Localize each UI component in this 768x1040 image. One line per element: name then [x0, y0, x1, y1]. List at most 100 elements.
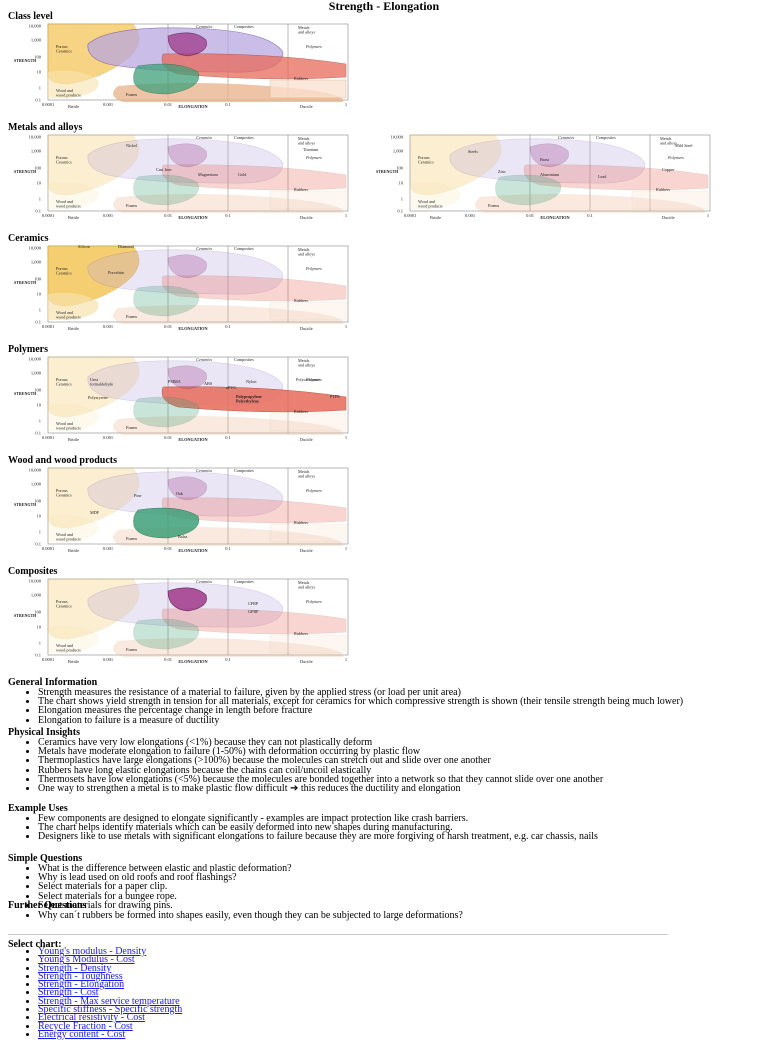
label-line: 0.01 — [164, 324, 172, 329]
region-porous — [48, 403, 99, 431]
label-ceramics: Ceramics — [196, 468, 212, 473]
y-tick-label: 10,000 — [29, 579, 42, 585]
label-line: Porous — [56, 155, 68, 160]
label-line: Urea — [90, 377, 98, 382]
label-rubbers: Rubbers — [294, 187, 308, 192]
label-line: Polymers — [667, 155, 684, 160]
y-tick-label: 0.1 — [35, 320, 41, 325]
chart-link[interactable]: Young's Modulus - Cost — [38, 954, 135, 966]
label-line: 0.1 — [225, 213, 231, 218]
label-porous: Porous Ceramics — [56, 266, 72, 276]
chart-link[interactable]: Specific stiffness - Specific strength — [38, 1004, 183, 1016]
x-tick-label: 0.001 — [103, 546, 113, 551]
label-line: 0.0001 — [42, 657, 54, 662]
label-line: 10 — [37, 70, 42, 75]
chart-ceramics: 10,000 1,000 100 10 1 0.1 STRENGTH Porous Cerami… — [8, 244, 353, 330]
y-tick-label: 1 — [39, 197, 41, 202]
chart-link[interactable]: Energy content - Cost — [38, 1028, 126, 1040]
label-wood: Wood and wood products — [56, 88, 81, 98]
label-line: 10,000 — [391, 135, 404, 141]
y-tick-label: 1 — [39, 308, 41, 313]
label-line: Porous — [56, 599, 68, 604]
y-tick-label: 1,000 — [31, 38, 42, 44]
region-metals — [87, 138, 284, 184]
label-line: ELONGATION — [178, 437, 208, 441]
label-line: Cast Iron — [156, 167, 172, 172]
plot-frame — [409, 134, 711, 212]
region-metals — [87, 249, 284, 295]
label-line: STRENGTH — [14, 391, 37, 396]
y-tick-label: 10,000 — [29, 24, 42, 30]
label-polymers: Polymers — [305, 266, 322, 271]
label-line: 0.1 — [35, 98, 41, 103]
label-line: wood products — [56, 426, 81, 431]
label-line: CFRP — [248, 601, 259, 606]
chart-link[interactable]: Strength - Density — [38, 962, 112, 974]
chart-link-item: Young's modulus - Density — [38, 946, 182, 957]
label-line: Ceramics — [196, 135, 212, 140]
label-line: Foams — [126, 425, 138, 430]
label-line: ELONGATION — [178, 104, 208, 108]
label-line: 100 — [34, 499, 42, 504]
y-tick-label: 1,000 — [393, 149, 404, 155]
label-line: Metals — [298, 247, 310, 252]
general-heading: General Information — [8, 677, 98, 688]
region-metals — [87, 471, 284, 517]
y-tick-label: 100 — [34, 55, 42, 60]
label-ductile: Ductile — [300, 326, 313, 330]
label-line: 1 — [401, 197, 403, 202]
label-line: 0.0001 — [42, 435, 54, 440]
label-line: 0.0001 — [42, 213, 54, 218]
label-ductile: Ductile — [662, 215, 675, 219]
chart-link[interactable]: Strength - Elongation — [38, 979, 125, 991]
region-porous — [48, 70, 99, 98]
section-heading-composites: Composites — [8, 566, 58, 577]
bullet-item: The chart helps identify materials which… — [38, 823, 768, 833]
label-foams: Foams — [126, 536, 138, 541]
region-ceramics — [47, 578, 140, 640]
label-line: Ceramics — [418, 160, 434, 165]
chart-link[interactable]: Strength - Cost — [38, 987, 99, 999]
y-tick-label: 100 — [34, 388, 42, 393]
y-tick-label: 1,000 — [31, 149, 42, 155]
y-tick-label: 10 — [37, 514, 42, 519]
label-line: uPVC — [226, 385, 236, 390]
chart-link[interactable]: Strength - Max service temperature — [38, 995, 180, 1007]
label-line: Porous — [56, 488, 68, 493]
region-wood — [133, 618, 200, 650]
label-line: 10,000 — [29, 24, 42, 30]
label-line: Ductile — [300, 659, 313, 663]
bullet-item: Thermoplastics have large elongations (>… — [38, 756, 768, 766]
region-rubbers — [269, 79, 347, 99]
label-line: 0.1 — [225, 435, 231, 440]
y-tick-label: 0.1 — [35, 653, 41, 658]
label-line: Rubbers — [294, 409, 308, 414]
chart-link[interactable]: Strength - Toughness — [38, 970, 123, 982]
label-line: ELONGATION — [178, 326, 208, 330]
region-porous — [48, 292, 99, 320]
general-list: Strength measures the resistance of a ma… — [18, 687, 768, 725]
y-tick-label: 0.1 — [35, 542, 41, 547]
label-line: Ductile — [300, 326, 313, 330]
x-tick-label: 0.0001 — [42, 546, 54, 551]
x-tick-label: 0.001 — [103, 102, 113, 107]
chart-link[interactable]: Young's modulus - Density — [38, 946, 147, 957]
label-polymers: Polymers — [667, 155, 684, 160]
chart-link[interactable]: Electrical resistivity - Cost — [38, 1012, 145, 1024]
x-tick-label: 0.01 — [164, 324, 172, 329]
chart-link-item: Energy content - Cost — [38, 1028, 182, 1040]
chart-link-item: Specific stiffness - Specific strength — [38, 1004, 183, 1016]
x-tick-label: 0.01 — [164, 213, 172, 218]
label-line: Polyethylene — [236, 399, 259, 404]
label-wood: Wood and wood products — [418, 199, 443, 209]
label-line: Mild Steel — [675, 143, 693, 148]
label-line: Ductile — [300, 548, 313, 552]
label-line: 1,000 — [31, 38, 42, 44]
label-line: 0.1 — [225, 102, 231, 107]
label-line: Ceramics — [56, 160, 72, 165]
label-line: Metals — [298, 136, 310, 141]
plot-frame — [47, 467, 349, 545]
x-tick-label: 0.0001 — [42, 657, 54, 662]
label-line: Ductile — [662, 215, 675, 219]
